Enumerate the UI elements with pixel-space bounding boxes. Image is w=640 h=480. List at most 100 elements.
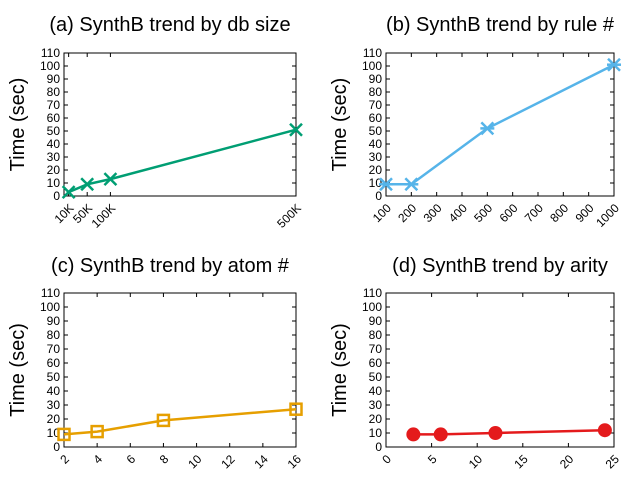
y-tick-label: 30	[47, 398, 61, 412]
x-tick-label: 2	[57, 452, 72, 467]
chart-title: (a) SynthB trend by db size	[49, 14, 290, 36]
y-tick-label: 20	[47, 163, 61, 177]
y-tick-label: 100	[362, 300, 382, 314]
y-tick-label: 30	[369, 150, 383, 164]
series-line	[63, 407, 297, 436]
chart-title: (c) SynthB trend by atom #	[51, 255, 290, 277]
data-point	[90, 424, 104, 439]
data-point	[404, 177, 419, 192]
data-point-shape	[433, 427, 448, 442]
plot-frame	[385, 292, 615, 448]
y-tick-label: 40	[369, 384, 383, 398]
y-axis-label: Time (sec)	[329, 78, 351, 172]
x-tick-label: 14	[251, 452, 271, 472]
series-line	[413, 428, 605, 436]
y-tick-label: 50	[47, 124, 61, 138]
x-tick-label: 25	[603, 452, 623, 472]
data-point-shape	[597, 423, 612, 438]
data-point	[156, 413, 171, 428]
y-tick-label: 10	[47, 176, 61, 190]
y-tick-label: 110	[41, 286, 60, 300]
y-tick-label: 110	[363, 286, 382, 300]
y-tick-label: 10	[47, 426, 61, 440]
x-tick-label: 600	[497, 201, 521, 225]
data-point-shape	[488, 426, 503, 440]
chart-panel-b: (b) SynthB trend by rule #Time (sec)0102…	[329, 14, 622, 230]
y-tick-label: 10	[369, 176, 383, 190]
y-tick-label: 50	[369, 370, 383, 384]
x-tick-label: 100K	[89, 201, 119, 231]
data-point	[289, 122, 303, 137]
y-tick-label: 30	[47, 150, 61, 164]
y-tick-label: 40	[47, 137, 61, 151]
y-tick-label: 80	[47, 85, 61, 99]
y-tick-label: 90	[47, 314, 61, 328]
y-tick-label: 110	[363, 46, 382, 60]
x-tick-label: 5	[425, 452, 440, 467]
data-point-stroke	[289, 122, 303, 137]
y-tick-label: 60	[369, 356, 383, 370]
data-point	[480, 121, 495, 136]
data-point-shape	[289, 402, 303, 416]
x-tick-label: 12	[218, 452, 238, 472]
data-point	[488, 426, 503, 440]
x-tick-label: 6	[124, 452, 139, 467]
y-tick-label: 80	[47, 328, 61, 342]
chart-panel-c: (c) SynthB trend by atom #Time (sec)0102…	[7, 255, 304, 471]
x-tick-label: 1000	[593, 201, 622, 230]
x-tick-label: 4	[90, 452, 105, 467]
y-tick-label: 40	[47, 384, 61, 398]
y-tick-label: 90	[369, 72, 383, 86]
plot-frame	[63, 52, 297, 197]
x-tick-label: 500K	[274, 201, 304, 231]
x-tick-label: 200	[395, 201, 419, 225]
data-point-shape	[406, 427, 421, 442]
data-point	[406, 427, 421, 442]
plot-frame	[385, 52, 615, 197]
data-point-shape	[90, 424, 104, 439]
data-point	[379, 177, 393, 192]
y-tick-label: 60	[369, 111, 383, 125]
y-tick-label: 50	[47, 370, 61, 384]
y-tick-label: 70	[47, 98, 61, 112]
plot-frame	[63, 292, 297, 448]
x-tick-label: 800	[547, 201, 571, 225]
y-axis-label: Time (sec)	[329, 323, 351, 417]
y-tick-label: 20	[369, 412, 383, 426]
y-tick-label: 70	[47, 342, 61, 356]
series-line	[68, 128, 297, 194]
data-point	[607, 57, 621, 72]
data-point-stroke	[80, 177, 95, 192]
x-tick-label: 900	[573, 201, 597, 225]
x-tick-label: 20	[557, 452, 577, 472]
x-tick-label: 8	[157, 452, 172, 467]
data-point-shape	[156, 413, 171, 428]
y-tick-label: 100	[40, 59, 60, 73]
y-tick-label: 0	[375, 189, 382, 203]
x-tick-label: 300	[421, 201, 445, 225]
y-tick-label: 100	[40, 300, 60, 314]
data-point-stroke	[103, 172, 118, 186]
x-tick-label: 500	[471, 201, 495, 225]
y-tick-label: 80	[369, 328, 383, 342]
y-tick-label: 70	[369, 98, 383, 112]
x-tick-label: 400	[446, 201, 470, 225]
y-tick-label: 60	[47, 356, 61, 370]
y-tick-label: 30	[369, 398, 383, 412]
y-tick-label: 10	[369, 426, 383, 440]
y-tick-label: 0	[53, 440, 60, 454]
series-line	[386, 63, 615, 186]
y-tick-label: 70	[369, 342, 383, 356]
x-tick-label: 16	[285, 452, 305, 472]
x-tick-label: 700	[522, 201, 546, 225]
y-tick-label: 80	[369, 85, 383, 99]
x-tick-label: 10	[466, 452, 486, 472]
data-point	[80, 177, 95, 192]
data-point	[57, 427, 71, 442]
y-tick-label: 40	[369, 137, 383, 151]
y-tick-label: 0	[375, 440, 382, 454]
data-point	[103, 172, 118, 186]
chart-title: (d) SynthB trend by arity	[392, 255, 608, 277]
